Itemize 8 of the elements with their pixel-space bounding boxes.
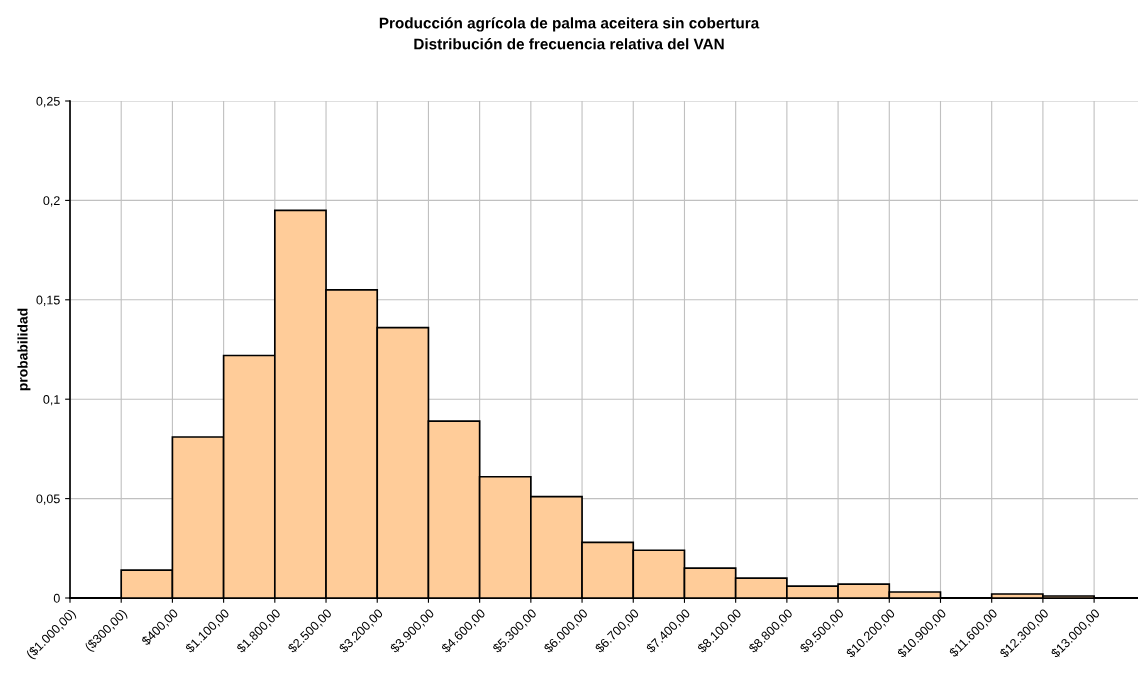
y-axis-title: probabilidad [17, 308, 31, 391]
y-tick-label: 0,05 [36, 494, 60, 505]
y-tick-label: 0,25 [36, 96, 60, 108]
chart-title: Producción agrícola de palma aceitera sin cobertura Distribución de frecuencia relativa del VAN [379, 17, 760, 50]
y-tick-label: 0 [53, 593, 60, 603]
y-tick-label: 0,15 [36, 295, 60, 306]
y-tick-label: 0,1 [43, 395, 60, 406]
y-tick-label: 0,2 [43, 196, 60, 207]
